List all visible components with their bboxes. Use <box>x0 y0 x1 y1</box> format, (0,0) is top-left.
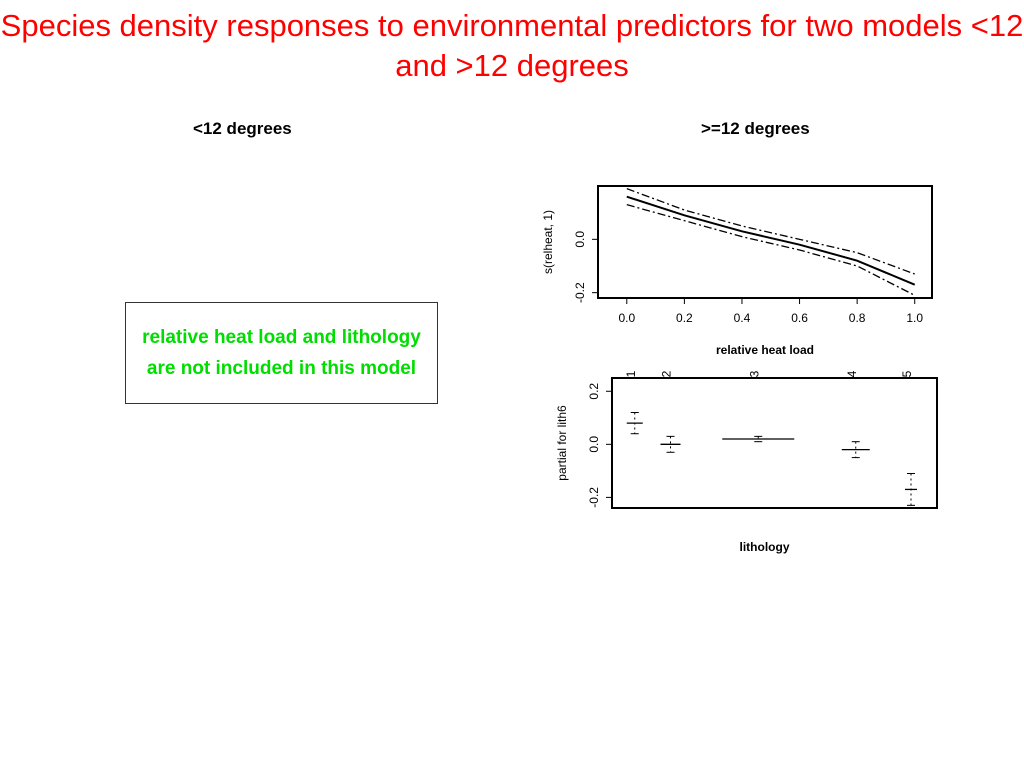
x-tick-label: 0.6 <box>791 311 808 325</box>
y-tick-label: 0.0 <box>573 231 587 248</box>
slide-title: Species density responses to environment… <box>0 8 1024 83</box>
right-heading: >=12 degrees <box>701 119 810 138</box>
x-tick-label: 0.0 <box>618 311 635 325</box>
x-tick-label: 1.0 <box>906 311 923 325</box>
confidence-line <box>626 204 916 296</box>
x-tick-label: 2 <box>660 370 674 377</box>
y-axis-label: partial for lith6 <box>555 405 569 481</box>
x-axis-label: lithology <box>740 540 790 554</box>
confidence-line <box>626 188 915 275</box>
y-tick-label: -0.2 <box>573 282 587 303</box>
y-tick-label: 0.2 <box>587 383 601 400</box>
y-axis-label: s(relheat, 1) <box>541 210 555 274</box>
fit-line <box>626 195 916 286</box>
x-axis-label: relative heat load <box>716 343 814 357</box>
left-heading: <12 degrees <box>193 119 292 138</box>
x-tick-label: 4 <box>845 370 859 377</box>
note-box: relative heat load and lithology are not… <box>125 302 438 404</box>
x-tick-label: 0.4 <box>734 311 751 325</box>
plot-frame <box>611 377 938 509</box>
x-tick-label: 5 <box>900 370 914 377</box>
x-tick-label: 1 <box>624 370 638 377</box>
x-tick-label: 3 <box>747 370 761 377</box>
plot-frame <box>597 185 933 299</box>
x-tick-label: 0.8 <box>849 311 866 325</box>
y-tick-label: 0.0 <box>587 436 601 453</box>
x-tick-label: 0.2 <box>676 311 693 325</box>
note-text: relative heat load and lithology are not… <box>142 327 421 379</box>
y-tick-label: -0.2 <box>587 487 601 508</box>
